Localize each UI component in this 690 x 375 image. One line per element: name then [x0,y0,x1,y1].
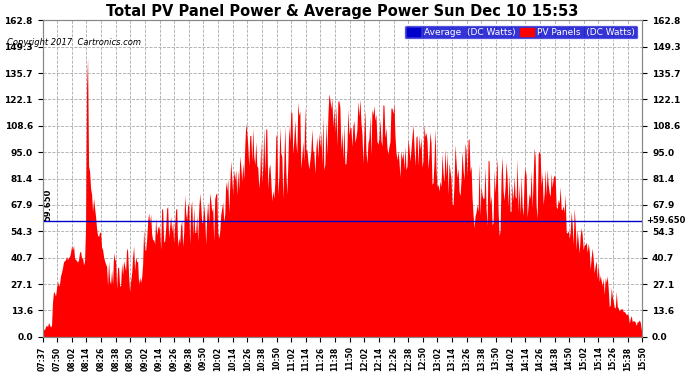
Text: +59.650: +59.650 [647,216,686,225]
Text: Copyright 2017  Cartronics.com: Copyright 2017 Cartronics.com [7,38,141,47]
Legend: Average  (DC Watts), PV Panels  (DC Watts): Average (DC Watts), PV Panels (DC Watts) [404,25,638,39]
Text: 59.650: 59.650 [43,188,52,221]
Title: Total PV Panel Power & Average Power Sun Dec 10 15:53: Total PV Panel Power & Average Power Sun… [106,4,579,19]
